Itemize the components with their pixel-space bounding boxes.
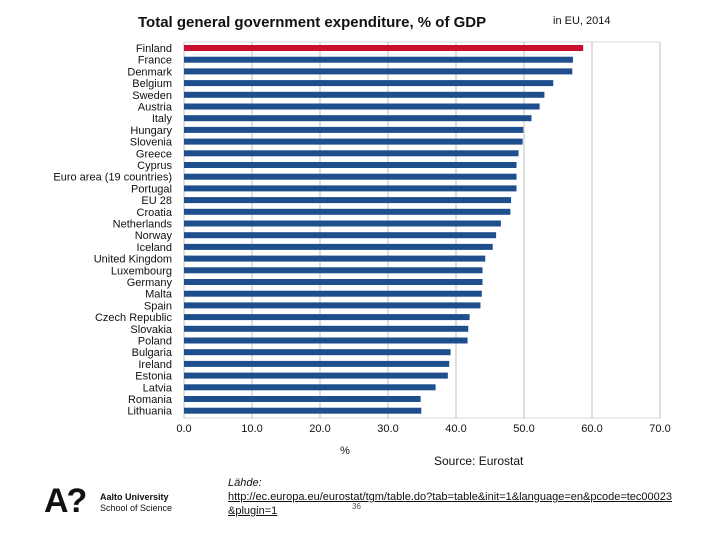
category-label: Estonia [135,371,173,383]
category-label: Euro area (19 countries) [53,172,172,184]
category-label: Czech Republic [95,312,173,324]
category-label: Slovakia [130,324,172,336]
bar-belgium [184,80,554,87]
category-label: EU 28 [141,195,172,207]
category-label: Latvia [143,382,173,394]
category-label: United Kingdom [94,254,172,266]
bar-slovenia [184,138,523,145]
x-tick-label: 10.0 [241,423,262,435]
bar-croatia [184,208,511,215]
category-label: Portugal [131,183,172,195]
bar-malta [184,290,482,297]
category-label: Greece [136,148,172,160]
bar-latvia [184,384,436,391]
chart-title: Total general government expenditure, % … [138,14,486,31]
bar-cyprus [184,162,517,168]
category-label: Finland [136,43,172,55]
bar-united-kingdom [184,255,486,262]
category-label: Luxembourg [111,265,172,277]
aalto-logo: A? Aalto University School of Science [44,484,204,524]
x-tick-label: 0.0 [176,423,191,435]
source-label: Source: Eurostat [434,454,524,468]
x-tick-label: 70.0 [649,423,670,435]
category-label: Malta [145,289,173,301]
x-tick-label: 50.0 [513,423,534,435]
aalto-logo-text: Aalto University School of Science [100,492,172,514]
bar-finland [184,45,584,51]
bar-portugal [184,185,517,192]
bar-spain [184,302,481,309]
category-label: Sweden [132,90,172,102]
bar-france [184,56,573,63]
bar-norway [184,232,497,239]
bar-chart: Total general government expenditure, % … [53,14,670,468]
bar-eu-28 [184,197,512,204]
category-label: France [138,55,172,67]
x-tick-label: 40.0 [445,423,466,435]
bar-italy [184,115,532,122]
category-label: Austria [138,102,173,114]
category-label: Norway [135,230,173,242]
aalto-logo-mark: A? [44,482,87,520]
category-label: Ireland [138,359,172,371]
bar-germany [184,279,483,285]
category-label: Bulgaria [132,347,173,359]
bar-luxembourg [184,267,483,274]
category-label: Cyprus [137,160,172,172]
tick-labels: 0.0 10.0 20.0 30.0 40.0 50.0 60.0 70.0 [176,423,670,435]
x-axis-label: % [340,445,350,457]
source-note: Lähde: http://ec.europa.eu/eurostat/tgm/… [228,476,678,518]
bar-sweden [184,91,545,98]
bar-czech-republic [184,314,470,321]
bar-romania [184,396,421,402]
category-label: Iceland [137,242,172,254]
category-labels: FinlandFranceDenmarkBelgiumSwedenAustria… [53,43,173,418]
source-note-label: Lähde: [228,477,262,489]
category-label: Hungary [130,125,172,137]
bar-hungary [184,126,524,133]
category-label: Italy [152,113,173,125]
chart-title-suffix: in EU, 2014 [553,15,610,27]
category-label: Romania [128,394,173,406]
footer: A? Aalto University School of Science Lä… [0,474,720,540]
x-tick-label: 30.0 [377,423,398,435]
category-label: Denmark [127,66,172,78]
category-label: Lithuania [127,406,173,418]
school-name: School of Science [100,503,173,513]
category-label: Slovenia [130,137,173,149]
category-label: Belgium [132,78,172,90]
category-label: Croatia [137,207,173,219]
bar-austria [184,103,540,110]
source-link[interactable]: http://ec.europa.eu/eurostat/tgm/table.d… [228,491,673,517]
bar-ireland [184,360,450,367]
bar-netherlands [184,220,501,227]
x-tick-label: 20.0 [309,423,330,435]
bar-estonia [184,372,448,379]
category-label: Germany [127,277,173,289]
bar-lithuania [184,407,422,414]
bar-euro-area-19-countries [184,173,517,180]
university-name: Aalto University [100,492,169,502]
bar-slovakia [184,325,469,332]
bar-poland [184,337,468,344]
bar-denmark [184,68,573,75]
bar-greece [184,150,519,157]
category-label: Netherlands [113,219,173,231]
bar-bulgaria [184,349,451,356]
bars [184,45,584,414]
category-label: Spain [144,300,172,312]
x-tick-label: 60.0 [581,423,602,435]
page-number: 36 [352,502,361,511]
category-label: Poland [138,336,172,348]
bar-iceland [184,243,493,250]
